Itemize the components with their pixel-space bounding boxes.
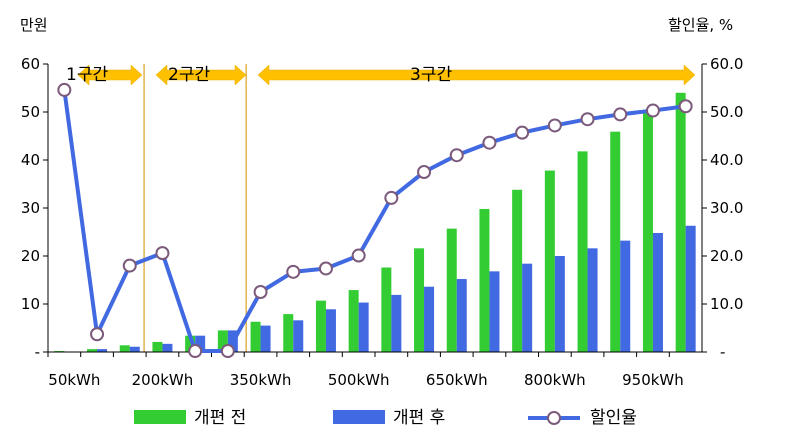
discount-rate-point-7 [286,264,301,279]
bar-after-17 [620,240,631,352]
legend-swatch-marker [547,411,561,425]
zone-arrows: 1구간 2구간 3구간 [66,64,696,352]
bar-after-11 [424,286,435,352]
discount-rate-point-4 [188,344,203,359]
bar-before-5 [217,330,228,352]
bar-after-7 [293,320,304,352]
bar-after-2 [129,346,140,352]
bar-before-18 [642,112,653,352]
bar-before-4 [185,335,196,352]
discount-rate-point-1 [90,327,105,342]
right-tick-label-4: 40.0 [710,151,743,169]
bar-before-9 [348,290,359,352]
discount-rate-point-6 [253,285,268,299]
left-tick-label-6: 60 [21,55,40,73]
bar-before-1 [87,349,98,352]
right-tick-label-2: 20.0 [710,247,743,265]
bar-after-18 [652,232,663,352]
discount-rate-point-2 [122,258,137,273]
discount-rate-point-16 [580,112,595,127]
x-tick-label-5: 800kWh [524,371,586,389]
bar-after-14 [522,263,533,352]
legend-swatch-after [333,410,385,424]
discount-rate-point-17 [613,107,628,122]
bar-before-7 [283,314,294,352]
discount-rate-line [57,82,693,359]
discount-rate-point-5 [220,344,235,359]
bar-before-11 [414,248,425,352]
right-axis-unit: 할인율, % [668,16,733,34]
legend-label-after: 개편 후 [393,408,445,428]
bar-after-15 [554,256,565,352]
bar-before-19 [675,92,686,353]
x-tick-label-4: 650kWh [426,371,488,389]
bar-after-16 [587,248,598,352]
discount-rate-point-12 [449,148,464,163]
legend: 개편 전 개편 후 할인율 [134,408,637,428]
left-tick-label-2: 20 [21,247,40,265]
bar-before-12 [446,228,457,352]
zone-label-3: 3구간 [410,65,452,85]
discount-rate-point-3 [155,246,170,261]
bar-before-8 [315,300,326,352]
bar-after-19 [685,225,696,352]
x-tick-label-2: 350kWh [230,371,292,389]
x-tick-label-0: 50kWh [48,371,100,389]
discount-rate-point-9 [351,248,366,263]
bar-after-9 [358,302,369,352]
discount-rate-point-14 [515,125,530,140]
bar-after-10 [391,294,402,352]
bar-before-3 [152,341,163,352]
discount-rate-point-11 [417,165,432,179]
bar-before-13 [479,208,490,352]
zone-label-1: 1구간 [66,65,108,85]
bar-before-15 [544,170,555,352]
right-tick-label-0: - [720,343,725,361]
right-tick-label-5: 50.0 [710,103,743,121]
bars [54,92,696,353]
left-tick-label-1: 10 [21,295,40,313]
x-tick-label-1: 200kWh [132,371,194,389]
zone-arrow-2 [155,64,247,86]
discount-rate-point-15 [547,118,562,133]
right-tick-label-1: 10.0 [710,295,743,313]
discount-rate-point-13 [482,135,497,150]
legend-label-before: 개편 전 [194,408,246,428]
bar-after-6 [260,325,271,352]
left-axis-unit: 만원 [20,16,48,34]
bar-before-14 [512,189,523,352]
bar-after-12 [456,279,467,352]
discount-rate-point-8 [318,261,333,276]
x-tick-label-6: 950kWh [622,371,684,389]
discount-rate-point-19 [678,99,693,114]
discount-rate-point-18 [645,103,660,118]
left-tick-label-3: 30 [21,199,40,217]
right-tick-label-3: 30.0 [710,199,743,217]
discount-rate-point-10 [384,190,399,205]
zone-arrow-3 [257,64,696,86]
zone-label-2: 2구간 [168,65,210,85]
discount-rate-point-0 [57,82,72,97]
axes: - - 10 10.0 20 20.0 30 30.0 40 40.0 50 50.0 60 60.0 50… [21,55,744,389]
bar-after-1 [97,349,108,352]
left-tick-label-0: - [35,343,40,361]
right-tick-label-6: 60.0 [710,55,743,73]
bar-before-17 [610,131,621,352]
bar-before-6 [250,321,261,352]
bar-after-3 [162,343,173,352]
left-tick-label-5: 50 [21,103,40,121]
zone-arrow-1 [77,64,143,86]
bar-after-8 [325,309,336,352]
bar-before-2 [119,345,130,352]
legend-swatch-before [134,410,186,424]
bar-after-4 [195,335,206,352]
bar-before-16 [577,151,588,352]
bar-before-10 [381,267,392,352]
legend-label-rate: 할인율 [590,408,637,428]
left-tick-label-4: 40 [21,151,40,169]
x-tick-label-3: 500kWh [328,371,390,389]
bar-after-13 [489,271,500,352]
